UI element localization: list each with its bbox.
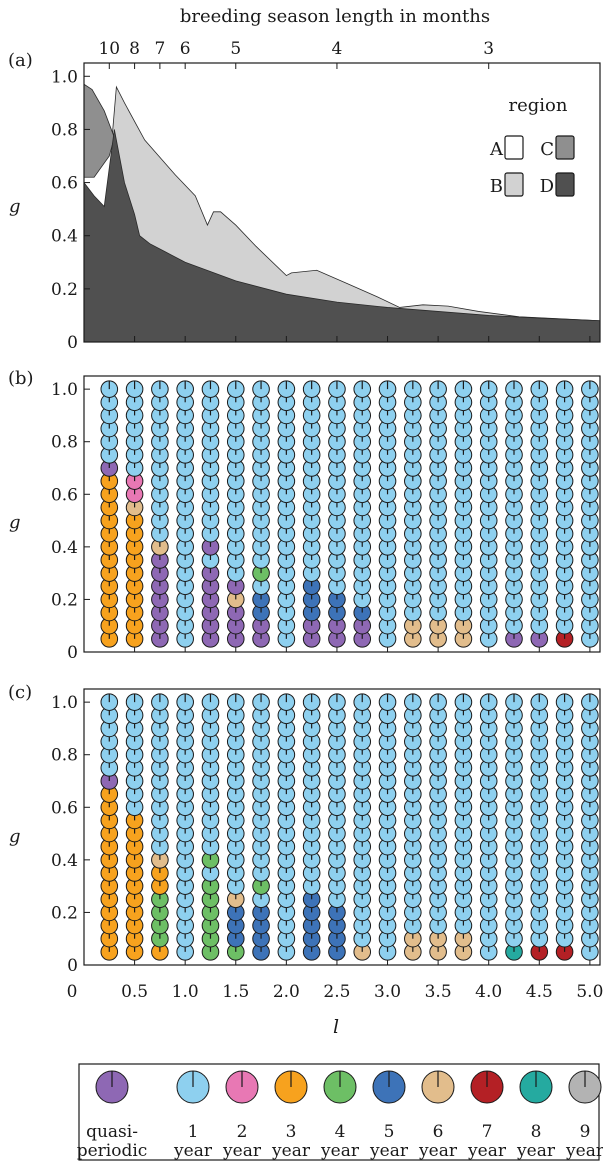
y-tick-label: 0.4 [51, 227, 78, 247]
legend-period-line2: year [320, 1141, 360, 1161]
x-axis-label: l [333, 1016, 339, 1038]
y-tick-label: 0.2 [51, 280, 78, 300]
y-tick-label: 0.8 [51, 120, 78, 140]
period-legend: quasi-periodic1year2year3year4year5year6… [77, 1070, 603, 1161]
y-tick-label: 0.4 [51, 538, 78, 558]
region-legend-swatch [555, 135, 575, 160]
top-tick-label: 7 [154, 39, 165, 59]
region-legend-label: C [540, 139, 554, 160]
legend-period-line1: 3 [286, 1122, 297, 1142]
plot-frame [83, 688, 601, 966]
legend-period-line2: year [222, 1141, 262, 1161]
region-legend: region A C B D [489, 95, 575, 197]
x-tick-label: 4.0 [475, 982, 502, 1002]
x-tick-label: 1.0 [172, 982, 199, 1002]
region-b-area [111, 85, 601, 343]
x-tick-label: 2.5 [323, 982, 350, 1002]
legend-period-line2: year [516, 1141, 556, 1161]
y-tick-label: 0.8 [51, 433, 78, 453]
y-tick-label: 0 [67, 643, 78, 663]
y-tick-label: 0.2 [51, 903, 78, 923]
region-legend-label: A [489, 139, 504, 160]
y-axis-label-a: g [9, 196, 21, 217]
panel-b-period-grid: 0 0.2 0.4 0.6 0.8 1.0 [51, 375, 601, 663]
x-tick-label: 3.0 [374, 982, 401, 1002]
y-tick-label: 0.4 [51, 851, 78, 871]
legend-period-line1: 4 [335, 1122, 346, 1142]
y-axis-label-b: g [9, 512, 21, 533]
legend-period-line1: 2 [237, 1122, 248, 1142]
region-legend-label: D [540, 176, 554, 197]
top-tick-label: 5 [230, 39, 241, 59]
x-tick-label: 1.5 [222, 982, 249, 1002]
top-axis-ticks: 10 8 7 6 5 4 3 [98, 39, 494, 69]
x-tick-label: 3.5 [425, 982, 452, 1002]
y-tick-label: 0 [67, 956, 78, 976]
y-tick-label: 0.2 [51, 590, 78, 610]
top-axis-label: breeding season length in months [180, 6, 490, 27]
plot-frame [83, 375, 601, 653]
y-tick-label: 1.0 [51, 693, 78, 713]
panel-label-c: (c) [8, 682, 32, 703]
x-tick-label: 5.0 [576, 982, 603, 1002]
y-tick-label: 0.6 [51, 174, 78, 194]
plot-frame [83, 62, 601, 343]
legend-period-line2: year [271, 1141, 311, 1161]
legend-period-line1: 1 [188, 1122, 199, 1142]
region-legend-title: region [509, 95, 568, 116]
legend-period-line2: year [369, 1141, 409, 1161]
x-tick-label: 0.5 [121, 982, 148, 1002]
y-tick-label: 0.8 [51, 746, 78, 766]
legend-period-line2: year [418, 1141, 458, 1161]
y-tick-label: 1.0 [51, 67, 78, 87]
y-tick-label: 0 [67, 333, 78, 353]
legend-period-line2: periodic [77, 1141, 148, 1161]
legend-period-line2: year [565, 1141, 603, 1161]
x-tick-label: 2.0 [273, 982, 300, 1002]
legend-period-line2: year [467, 1141, 507, 1161]
panel-a-area-chart: 0 0.2 0.4 0.6 0.8 1.0 [51, 62, 601, 353]
region-legend-swatch [555, 172, 575, 197]
panel-c-period-grid: 0 0.2 0.4 0.6 0.8 1.0 0 0.5 1.0 1.5 2.0 2.5 3.0 3.5 4.… [51, 688, 603, 1002]
legend-period-line1: 5 [384, 1122, 395, 1142]
legend-period-line2: year [173, 1141, 213, 1161]
y-tick-label: 0.6 [51, 798, 78, 818]
legend-period-line1: 9 [580, 1122, 591, 1142]
top-tick-label: 6 [180, 39, 191, 59]
y-tick-label: 0.6 [51, 485, 78, 505]
panel-label-b: (b) [8, 368, 34, 389]
region-legend-swatch [504, 172, 524, 197]
x-tick-label: 0 [67, 982, 78, 1002]
panel-label-a: (a) [8, 50, 33, 71]
y-axis-label-c: g [9, 826, 21, 847]
top-tick-label: 3 [483, 39, 494, 59]
y-tick-label: 1.0 [51, 380, 78, 400]
x-tick-label: 4.5 [526, 982, 553, 1002]
legend-period-line1: 8 [531, 1122, 542, 1142]
region-legend-swatch [504, 135, 524, 160]
legend-period-line1: quasi- [86, 1122, 138, 1142]
top-tick-label: 10 [98, 39, 120, 59]
legend-period-line1: 6 [433, 1122, 444, 1142]
region-legend-label: B [490, 176, 503, 197]
legend-period-line1: 7 [482, 1122, 493, 1142]
top-tick-label: 4 [332, 39, 343, 59]
top-tick-label: 8 [129, 39, 140, 59]
region-d-area [83, 129, 601, 343]
